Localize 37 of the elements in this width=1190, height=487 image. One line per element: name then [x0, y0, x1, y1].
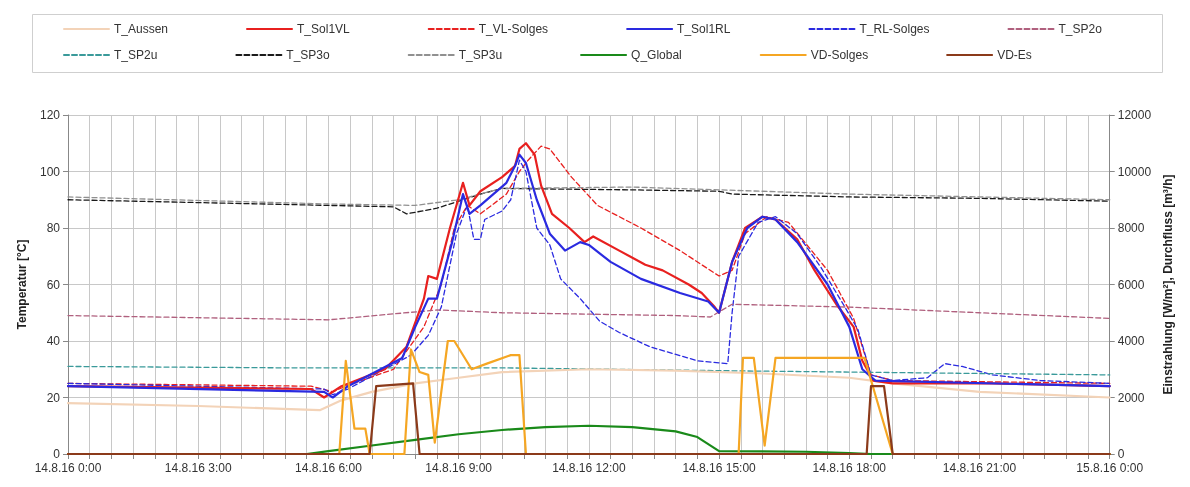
y2-axis-title: Einstrahlung [W/m²], Durchfluss [m³/h]	[1161, 174, 1175, 395]
y-tick-label: 100	[39, 164, 61, 179]
legend-label: T_SP3o	[286, 48, 331, 62]
legend-label: T_Sol1RL	[677, 22, 731, 36]
legend-label: Q_Global	[631, 48, 682, 62]
y2-tick-label: 0	[1117, 447, 1125, 461]
y2-tick-label: 10000	[1117, 164, 1152, 179]
legend-label: T_RL-Solges	[859, 22, 930, 36]
y2-tick-label: 2000	[1117, 390, 1145, 405]
y-axis-title: Temperatur [°C]	[15, 239, 29, 330]
x-tick-label: 14.8.16 3:00	[164, 461, 232, 475]
x-tick-label: 14.8.16 9:00	[425, 461, 493, 475]
legend-label: T_VL-Solges	[478, 22, 549, 36]
y-tick-label: 0	[53, 447, 61, 461]
legend-label: T_SP3u	[458, 48, 503, 62]
y-tick-label: 40	[46, 334, 61, 348]
y-tick-label: 120	[39, 108, 61, 122]
x-tick-label: 14.8.16 21:00	[942, 461, 1017, 475]
x-tick-label: 14.8.16 6:00	[295, 461, 363, 475]
legend-label: T_Sol1VL	[297, 22, 351, 36]
x-tick-label: 14.8.16 0:00	[34, 461, 102, 475]
x-tick-label: 15.8.16 0:00	[1076, 461, 1144, 475]
legend-label: VD-Es	[997, 48, 1032, 62]
x-tick-label: 14.8.16 12:00	[552, 461, 626, 475]
y2-tick-label: 6000	[1117, 277, 1145, 292]
y-tick-label: 80	[46, 221, 61, 235]
x-tick-label: 14.8.16 18:00	[812, 461, 887, 475]
legend-label: T_SP2u	[114, 48, 158, 62]
y-tick-label: 60	[46, 277, 61, 292]
y2-tick-label: 12000	[1117, 108, 1152, 122]
y2-tick-label: 4000	[1117, 334, 1145, 348]
y-tick-label: 20	[46, 390, 61, 405]
legend-label: VD-Solges	[810, 48, 869, 62]
legend-label: T_SP2o	[1058, 22, 1103, 36]
legend-label: T_Aussen	[114, 22, 169, 36]
x-tick-label: 14.8.16 15:00	[682, 461, 757, 475]
y2-tick-label: 8000	[1117, 221, 1145, 235]
